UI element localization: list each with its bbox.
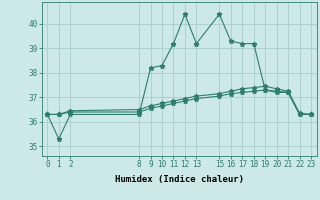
X-axis label: Humidex (Indice chaleur): Humidex (Indice chaleur) <box>115 175 244 184</box>
